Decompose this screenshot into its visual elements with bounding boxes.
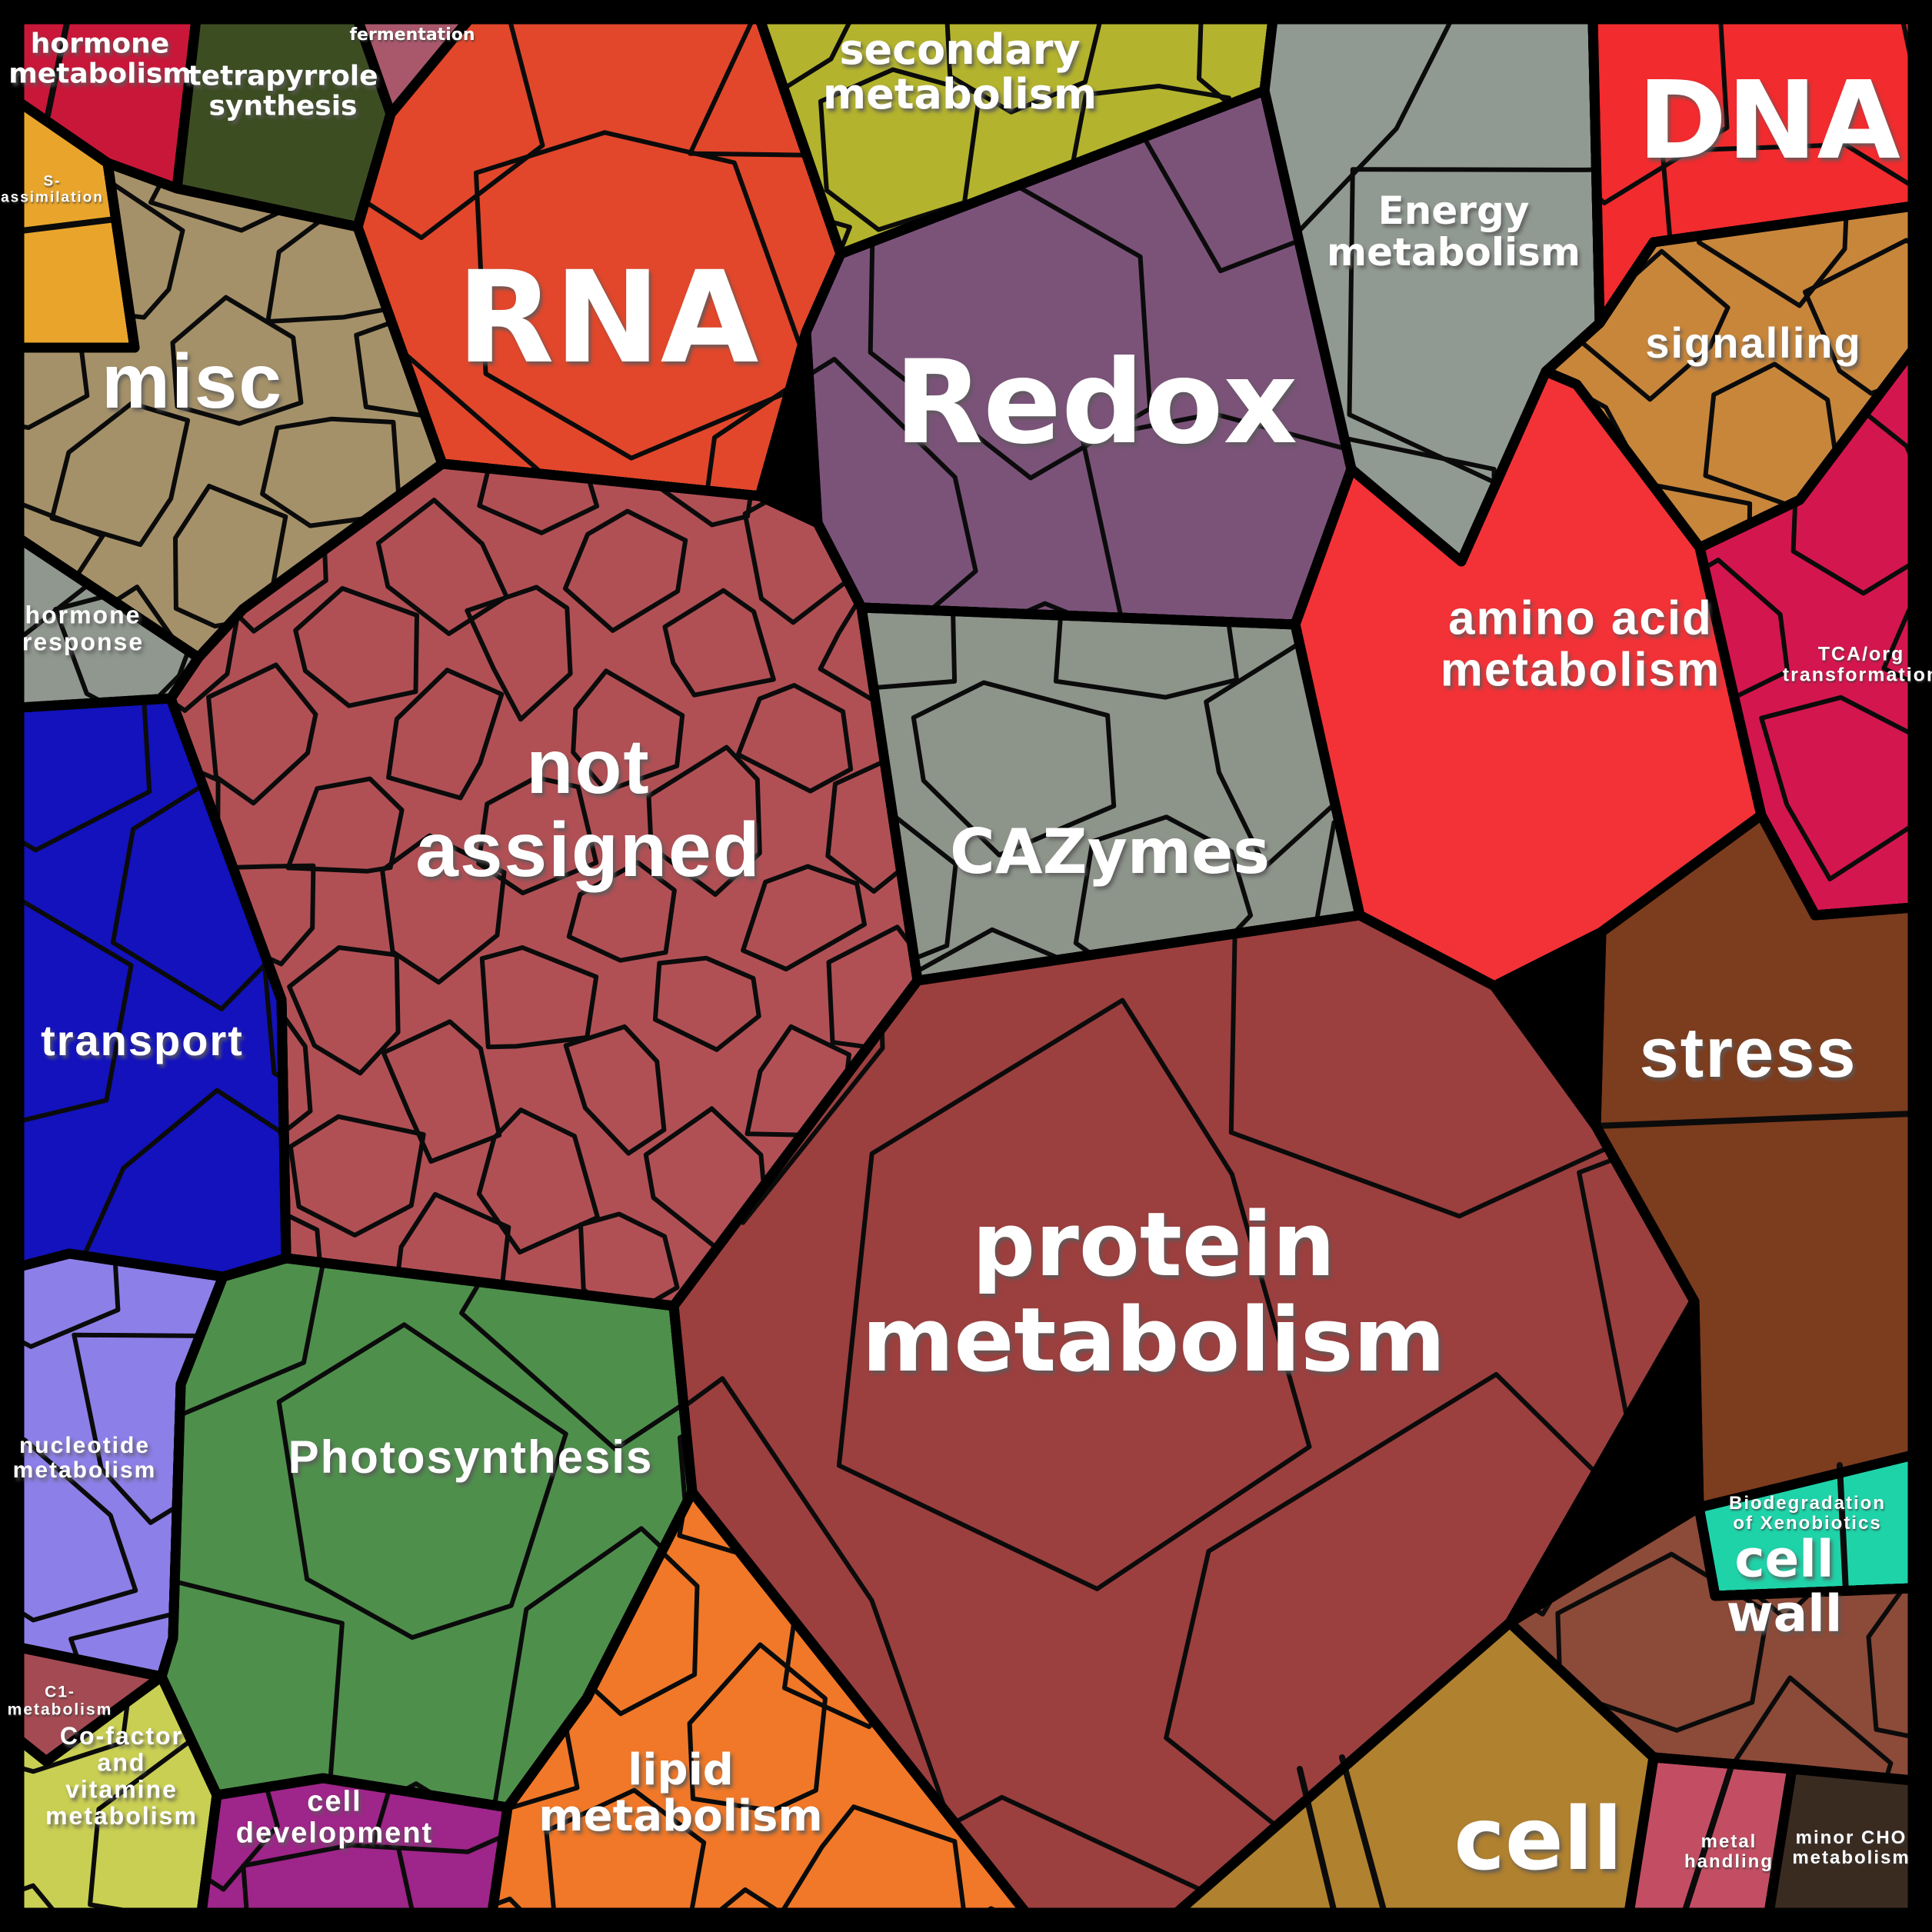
signalling-label: signalling bbox=[1645, 318, 1861, 367]
not-assigned-label: not assigned bbox=[415, 724, 761, 893]
hormone-response-label: hormone response bbox=[22, 601, 144, 656]
redox-label: Redox bbox=[894, 336, 1297, 470]
divider-hormone-metabolism bbox=[45, 16, 71, 118]
divider-s-assimilation bbox=[18, 216, 118, 234]
border-hormone-response bbox=[14, 533, 204, 713]
s-assimilation-label: S-assimilation bbox=[1, 174, 104, 206]
cazymes-label: CAZymes bbox=[950, 816, 1270, 888]
divider-cell bbox=[1339, 1754, 1387, 1916]
transport-label: transport bbox=[41, 1016, 244, 1064]
divider-biodegradation-of-xenobiotics bbox=[1837, 1462, 1849, 1595]
region-tetrapyrrole-synthesis bbox=[172, 14, 396, 232]
region-not-assigned bbox=[165, 458, 923, 1311]
misc-label: misc bbox=[102, 338, 283, 425]
subcells-cofactor-vitamine-metabolism bbox=[19, 1677, 217, 1913]
nucleotide-metabolism-label: nucleotide metabolism bbox=[13, 1433, 157, 1483]
energy-metabolism-label: Energy metabolism bbox=[1327, 188, 1581, 275]
region-protein-metabolism bbox=[668, 910, 1700, 1918]
amino-acid-metabolism-label: amino acid metabolism bbox=[1441, 592, 1721, 697]
protein-metabolism-label: protein metabolism bbox=[862, 1194, 1446, 1392]
dna-label: DNA bbox=[1637, 58, 1900, 184]
minor-cho-metabolism-label: minor CHO metabolism bbox=[1792, 1827, 1910, 1868]
rna-label: RNA bbox=[457, 244, 759, 391]
region-cell bbox=[1171, 1617, 1659, 1918]
border-cell bbox=[1171, 1617, 1659, 1918]
divider-metal-handling bbox=[1681, 1766, 1734, 1916]
cell-development-label: cell development bbox=[236, 1785, 433, 1849]
biodegradation-of-xenobiotics-label: Biodegradation of Xenobiotics bbox=[1729, 1493, 1886, 1534]
photosynthesis-label: Photosynthesis bbox=[288, 1431, 654, 1483]
fermentation-label: fermentation bbox=[349, 25, 475, 45]
cofactor-vitamine-metabolism-label: Co-factor and vitamine metabolism bbox=[45, 1722, 198, 1830]
secondary-metabolism-label: secondary metabolism bbox=[823, 25, 1097, 118]
stress-label: stress bbox=[1639, 1014, 1857, 1092]
divider-cell bbox=[1297, 1766, 1337, 1916]
divider-stress bbox=[1593, 1111, 1916, 1129]
metal-handling-label: metal handling bbox=[1684, 1831, 1774, 1872]
cell-label: cell bbox=[1454, 1790, 1622, 1890]
lipid-metabolism-label: lipid metabolism bbox=[538, 1745, 823, 1841]
tca-org-transformation-label: TCA/org transformation bbox=[1783, 644, 1932, 686]
subcells-dna bbox=[1593, 19, 1913, 323]
tetrapyrrole-synthesis-label: tetrapyrrole synthesis bbox=[188, 61, 378, 122]
hormone-metabolism-label: hormone metabolism bbox=[8, 28, 192, 90]
region-minor-cho-metabolism bbox=[1764, 1764, 1918, 1918]
cell-wall-label: cell wall bbox=[1727, 1529, 1843, 1643]
c1-metabolism-label: C1-metabolism bbox=[8, 1684, 113, 1719]
border-minor-cho-metabolism bbox=[1764, 1764, 1918, 1918]
